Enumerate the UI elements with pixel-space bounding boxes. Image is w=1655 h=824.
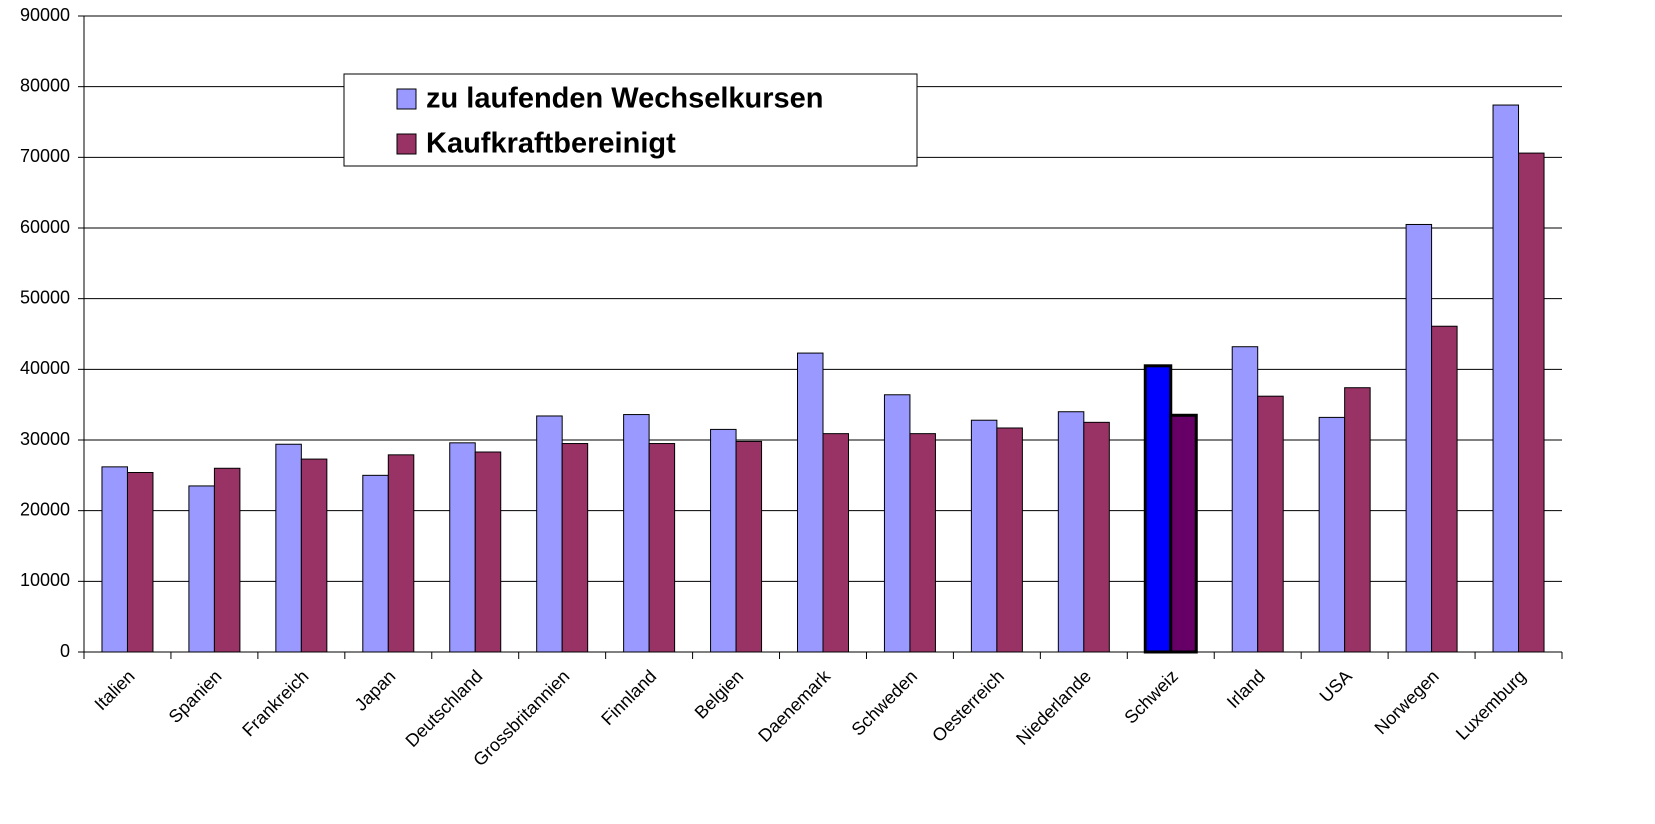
- x-tick-label: USA: [1316, 666, 1356, 706]
- bar: [648, 443, 676, 653]
- bar: [822, 433, 849, 653]
- bar: [710, 428, 737, 653]
- bar: [275, 443, 302, 653]
- bar: [362, 474, 389, 653]
- bar: [623, 414, 650, 653]
- bar: [1257, 395, 1284, 653]
- bar: [1518, 152, 1545, 653]
- y-tick-label: 70000: [20, 146, 70, 166]
- bar: [970, 419, 998, 653]
- y-tick-label: 0: [60, 641, 70, 661]
- bar: [449, 442, 476, 653]
- bar: [996, 427, 1023, 653]
- y-tick-label: 30000: [20, 429, 70, 449]
- bar: [1318, 416, 1346, 653]
- bar: [1057, 411, 1085, 653]
- x-tick-label: Norwegen: [1371, 666, 1443, 738]
- legend-swatch: [396, 88, 417, 110]
- bar: [1492, 104, 1520, 653]
- legend-box: [343, 73, 918, 167]
- bar: [909, 433, 936, 653]
- bar: [300, 458, 328, 653]
- x-tick-label: Spanien: [165, 666, 226, 727]
- bar: [797, 352, 824, 653]
- bar: [126, 472, 154, 653]
- x-tick-label: Belgien: [691, 666, 748, 723]
- bar: [213, 467, 241, 653]
- bar: [536, 415, 563, 653]
- bar: [883, 394, 911, 653]
- y-tick-label: 80000: [20, 75, 70, 95]
- y-tick-label: 10000: [20, 570, 70, 590]
- bar: [561, 443, 589, 653]
- y-tick-label: 60000: [20, 217, 70, 237]
- x-tick-label: Schweiz: [1120, 666, 1182, 728]
- bar: [188, 485, 215, 653]
- x-tick-label: Niederlande: [1012, 666, 1095, 749]
- x-tick-label: Irland: [1223, 666, 1269, 712]
- legend-swatch: [396, 133, 417, 155]
- x-tick-label: Frankreich: [238, 666, 312, 740]
- x-tick-label: Schweden: [848, 666, 922, 740]
- bar: [101, 466, 128, 653]
- bar: [735, 440, 763, 653]
- x-tick-label: Daenemark: [754, 665, 835, 746]
- legend-label: zu laufenden Wechselkursen: [426, 83, 824, 115]
- bar: [1231, 346, 1259, 653]
- x-tick-label: Deutschland: [402, 666, 487, 751]
- y-tick-label: 90000: [20, 5, 70, 25]
- y-tick-label: 50000: [20, 287, 70, 307]
- bar: [387, 454, 415, 653]
- bar: [1143, 364, 1173, 654]
- y-tick-label: 20000: [20, 499, 70, 519]
- x-tick-label: Oesterreich: [928, 666, 1008, 746]
- legend: zu laufenden Wechselkursen Kaufkraftberei…: [343, 73, 918, 167]
- bar: [1431, 325, 1458, 653]
- bar: [1405, 223, 1433, 653]
- bar: [474, 451, 502, 653]
- bar: [1344, 387, 1371, 653]
- bar: [1169, 413, 1198, 654]
- x-tick-label: Luxemburg: [1452, 666, 1530, 744]
- y-tick-label: 40000: [20, 358, 70, 378]
- legend-label: Kaufkraftbereinigt: [426, 128, 676, 160]
- bar: [1083, 421, 1110, 653]
- x-tick-label: Japan: [351, 666, 400, 715]
- x-tick-label: Italien: [91, 666, 139, 714]
- x-tick-label: Finnland: [597, 666, 660, 729]
